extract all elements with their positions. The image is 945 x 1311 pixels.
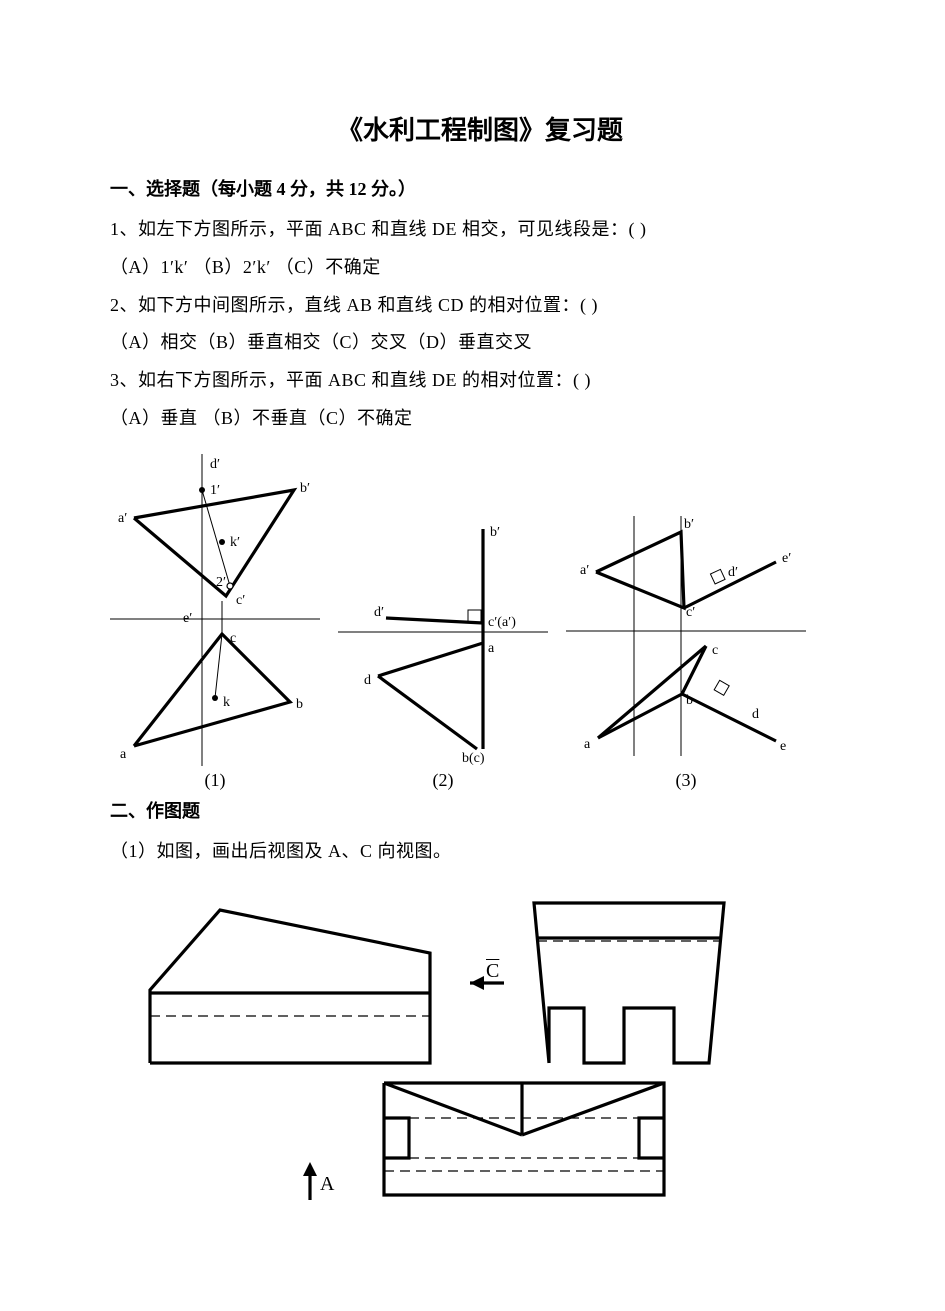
svg-text:d: d (752, 707, 759, 722)
question-2-options: （A）相交（B）垂直相交（C）交叉（D）垂直交叉 (110, 324, 850, 362)
right-view-svg (524, 893, 744, 1073)
figures-row: d′ 1′ b′ a′ k′ 2′ c′ e′ c k b a (1) (110, 446, 850, 791)
svg-text:d′: d′ (728, 565, 738, 580)
svg-text:b: b (296, 697, 303, 712)
figure-1-caption: (1) (205, 770, 226, 791)
question-3-options: （A）垂直 （B）不垂直（C）不确定 (110, 400, 850, 438)
question-1-options: （A）1′k′ （B）2′k′ （C）不确定 (110, 249, 850, 287)
figure-3-svg: b′ e′ a′ d′ c′ c b d a e (566, 506, 806, 766)
figure-3-caption: (3) (676, 770, 697, 791)
svg-text:1′: 1′ (210, 483, 220, 498)
figure-2-svg: b′ d′ c′(a′) a d b(c) (338, 506, 548, 766)
svg-text:b′: b′ (300, 481, 310, 496)
svg-text:A: A (320, 1173, 335, 1195)
svg-text:b: b (686, 693, 693, 708)
svg-text:2′: 2′ (216, 575, 226, 590)
plan-view-svg (374, 1073, 674, 1208)
svg-text:e′: e′ (782, 551, 791, 566)
svg-text:c: c (230, 631, 236, 646)
figure-1: d′ 1′ b′ a′ k′ 2′ c′ e′ c k b a (1) (110, 446, 320, 791)
svg-text:c′: c′ (686, 605, 695, 620)
figure-3: b′ e′ a′ d′ c′ c b d a e (3) (566, 506, 806, 791)
svg-text:e: e (780, 739, 786, 754)
page-title: 《水利工程制图》复习题 (110, 110, 850, 147)
svg-text:a′: a′ (118, 511, 127, 526)
section2-heading: 二、作图题 (110, 797, 850, 823)
svg-text:d′: d′ (374, 605, 384, 620)
question-3: 3、如右下方图所示，平面 ABC 和直线 DE 的相对位置：( ) (110, 362, 850, 400)
svg-text:k′: k′ (230, 535, 240, 550)
svg-text:C: C (486, 960, 499, 982)
svg-text:a: a (584, 737, 591, 752)
svg-text:b′: b′ (490, 525, 500, 540)
question-1: 1、如左下方图所示，平面 ABC 和直线 DE 相交，可见线段是：( ) (110, 211, 850, 249)
svg-text:a: a (120, 747, 127, 762)
arrow-c-icon: C (454, 959, 510, 1013)
svg-text:b′: b′ (684, 517, 694, 532)
svg-text:e′: e′ (183, 611, 192, 626)
arrow-a-icon: A (290, 1154, 370, 1208)
figure-1-svg: d′ 1′ b′ a′ k′ 2′ c′ e′ c k b a (110, 446, 320, 766)
svg-text:b(c): b(c) (462, 751, 485, 766)
question-2: 2、如下方中间图所示，直线 AB 和直线 CD 的相对位置：( ) (110, 287, 850, 325)
svg-text:c: c (712, 643, 718, 658)
svg-text:c′: c′ (236, 593, 245, 608)
svg-text:a′: a′ (580, 563, 589, 578)
svg-text:d: d (364, 673, 371, 688)
section1-heading: 一、选择题（每小题 4 分，共 12 分。） (110, 175, 850, 201)
svg-text:a: a (488, 641, 495, 656)
section2-q1: （1）如图，画出后视图及 A、C 向视图。 (110, 833, 850, 871)
figure-2-caption: (2) (433, 770, 454, 791)
figure-2: b′ d′ c′(a′) a d b(c) (2) (338, 506, 548, 791)
svg-text:d′: d′ (210, 457, 220, 472)
svg-text:k: k (223, 695, 230, 710)
svg-text:c′(a′): c′(a′) (488, 615, 516, 630)
front-view-svg (140, 898, 440, 1073)
drawing-block: C A (110, 893, 850, 1213)
